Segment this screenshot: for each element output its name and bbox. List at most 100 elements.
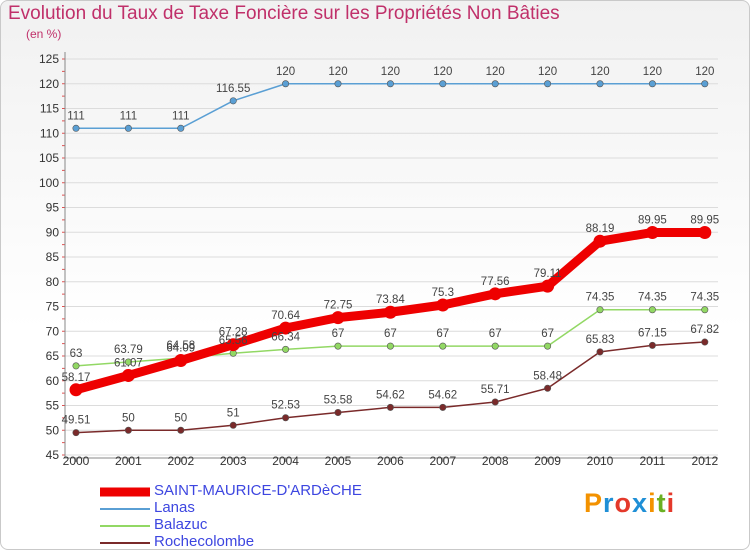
data-point — [124, 426, 132, 434]
data-label: 111 — [172, 110, 189, 122]
logo-letter: P — [584, 488, 604, 518]
legend-label: Balazuc — [154, 516, 208, 533]
data-label: 63 — [70, 348, 83, 360]
legend-label: Lanas — [154, 499, 195, 516]
data-point — [648, 341, 656, 349]
data-point — [72, 124, 80, 132]
logo-letter: i — [666, 488, 676, 518]
data-label: 54.62 — [428, 389, 457, 401]
data-point — [124, 358, 132, 366]
x-tick-label: 2010 — [587, 454, 614, 468]
data-label: 111 — [120, 110, 137, 122]
data-point — [596, 348, 604, 356]
legend-swatch — [100, 487, 150, 497]
data-label: 63.79 — [114, 344, 143, 356]
data-point — [174, 354, 188, 368]
data-label: 88.19 — [586, 223, 615, 235]
data-point — [124, 124, 132, 132]
data-point — [334, 80, 342, 88]
data-point — [488, 287, 502, 301]
data-label: 52.53 — [271, 400, 300, 412]
data-label: 67 — [489, 328, 502, 340]
data-point — [648, 80, 656, 88]
data-point — [439, 342, 447, 350]
data-point — [229, 97, 237, 105]
data-point — [226, 338, 240, 352]
y-tick-label: 95 — [46, 201, 60, 215]
series-line-1 — [75, 83, 706, 130]
legend-label: SAINT-MAURICE-D'ARDèCHE — [154, 482, 362, 499]
data-label: 120 — [590, 66, 609, 78]
data-point — [491, 398, 499, 406]
data-point — [596, 80, 604, 88]
x-tick-label: 2002 — [167, 454, 194, 468]
data-label: 65.83 — [586, 334, 615, 346]
data-point — [177, 124, 185, 132]
data-point — [544, 384, 552, 392]
data-label: 74.35 — [690, 292, 719, 304]
data-point — [544, 80, 552, 88]
data-label: 51 — [227, 407, 240, 419]
data-label: 74.35 — [586, 292, 615, 304]
data-point — [282, 80, 290, 88]
data-label: 67 — [332, 328, 345, 340]
data-label: 50 — [174, 412, 187, 424]
data-label: 64.58 — [166, 340, 195, 352]
y-tick-label: 115 — [40, 102, 59, 116]
y-tick-label: 125 — [39, 52, 59, 66]
data-point — [72, 429, 80, 437]
logo-letter: t — [656, 488, 667, 518]
data-label: 120 — [643, 66, 662, 78]
logo-letter: o — [614, 488, 633, 518]
data-label: 77.56 — [481, 276, 510, 288]
proxiti-logo: Proxiti — [584, 488, 675, 519]
data-label: 49.51 — [62, 415, 91, 427]
data-point — [386, 403, 394, 411]
data-point — [491, 80, 499, 88]
y-axis-unit: (en %) — [26, 27, 62, 41]
data-point — [439, 403, 447, 411]
x-tick-label: 2007 — [429, 454, 456, 468]
data-label: 120 — [276, 66, 295, 78]
data-point — [72, 362, 80, 370]
legend-swatch — [100, 542, 150, 544]
data-label: 64.09 — [166, 343, 195, 355]
data-point — [229, 421, 237, 429]
x-tick-label: 2008 — [482, 454, 509, 468]
data-label: 75.3 — [432, 287, 454, 299]
data-label: 67.15 — [638, 327, 667, 339]
logo-letter: r — [603, 488, 615, 518]
y-tick-label: 45 — [46, 448, 60, 462]
data-point — [541, 279, 555, 293]
y-tick-label: 65 — [46, 349, 60, 363]
data-label: 111 — [67, 110, 84, 122]
y-tick-label: 100 — [39, 176, 59, 190]
data-label: 55.71 — [481, 384, 510, 396]
data-label: 58.48 — [533, 370, 562, 382]
data-label: 74.35 — [638, 292, 667, 304]
x-tick-label: 2004 — [272, 454, 299, 468]
data-label: 67 — [384, 328, 397, 340]
data-point — [593, 234, 607, 248]
data-point — [491, 342, 499, 350]
data-point — [334, 342, 342, 350]
data-label: 50 — [122, 412, 135, 424]
data-point — [282, 414, 290, 422]
data-label: 67.28 — [219, 327, 248, 339]
y-tick-label: 105 — [39, 151, 59, 165]
data-point — [279, 321, 293, 335]
data-point — [701, 80, 709, 88]
data-point — [544, 342, 552, 350]
x-tick-label: 2009 — [534, 454, 561, 468]
data-point — [439, 80, 447, 88]
x-tick-label: 2006 — [377, 454, 404, 468]
data-label: 65.56 — [219, 335, 248, 347]
data-label: 61.07 — [114, 357, 143, 369]
data-label: 120 — [695, 66, 714, 78]
y-tick-label: 80 — [46, 275, 60, 289]
data-point — [648, 306, 656, 314]
data-label: 73.84 — [376, 294, 405, 306]
x-tick-label: 2001 — [115, 454, 142, 468]
x-tick-label: 2012 — [691, 454, 718, 468]
